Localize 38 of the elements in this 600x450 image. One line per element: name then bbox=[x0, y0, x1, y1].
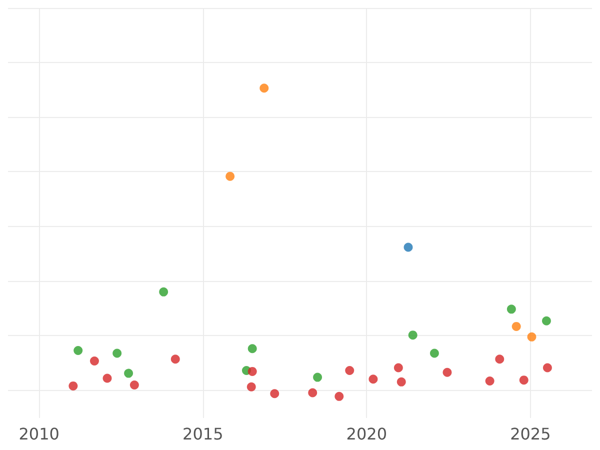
point bbox=[159, 287, 168, 296]
point bbox=[345, 366, 354, 376]
point bbox=[542, 316, 551, 326]
point bbox=[368, 374, 378, 384]
point bbox=[485, 376, 494, 386]
point bbox=[408, 330, 418, 340]
point bbox=[512, 322, 521, 331]
point bbox=[246, 382, 256, 392]
point bbox=[226, 172, 235, 181]
point bbox=[248, 344, 257, 354]
point bbox=[396, 377, 406, 386]
point bbox=[308, 388, 318, 398]
point bbox=[102, 374, 112, 383]
point bbox=[442, 368, 452, 377]
point bbox=[170, 354, 180, 364]
point bbox=[519, 376, 528, 385]
point bbox=[130, 380, 139, 390]
point bbox=[270, 389, 280, 398]
point bbox=[527, 332, 536, 342]
point bbox=[430, 348, 439, 358]
x-tick-label: 2015 bbox=[182, 424, 224, 444]
x-tick-label: 2020 bbox=[346, 424, 388, 444]
point bbox=[74, 346, 83, 355]
point bbox=[313, 372, 322, 382]
point bbox=[260, 84, 269, 93]
point bbox=[404, 242, 413, 252]
point bbox=[90, 356, 99, 366]
point bbox=[495, 354, 504, 364]
point bbox=[542, 363, 552, 372]
point bbox=[68, 381, 78, 390]
point bbox=[112, 348, 122, 358]
point bbox=[506, 304, 516, 314]
x-tick-label: 2010 bbox=[18, 424, 60, 444]
point bbox=[124, 368, 134, 378]
point bbox=[334, 392, 344, 401]
point bbox=[394, 363, 403, 372]
x-tick-label: 2025 bbox=[510, 424, 551, 444]
point bbox=[248, 366, 257, 376]
